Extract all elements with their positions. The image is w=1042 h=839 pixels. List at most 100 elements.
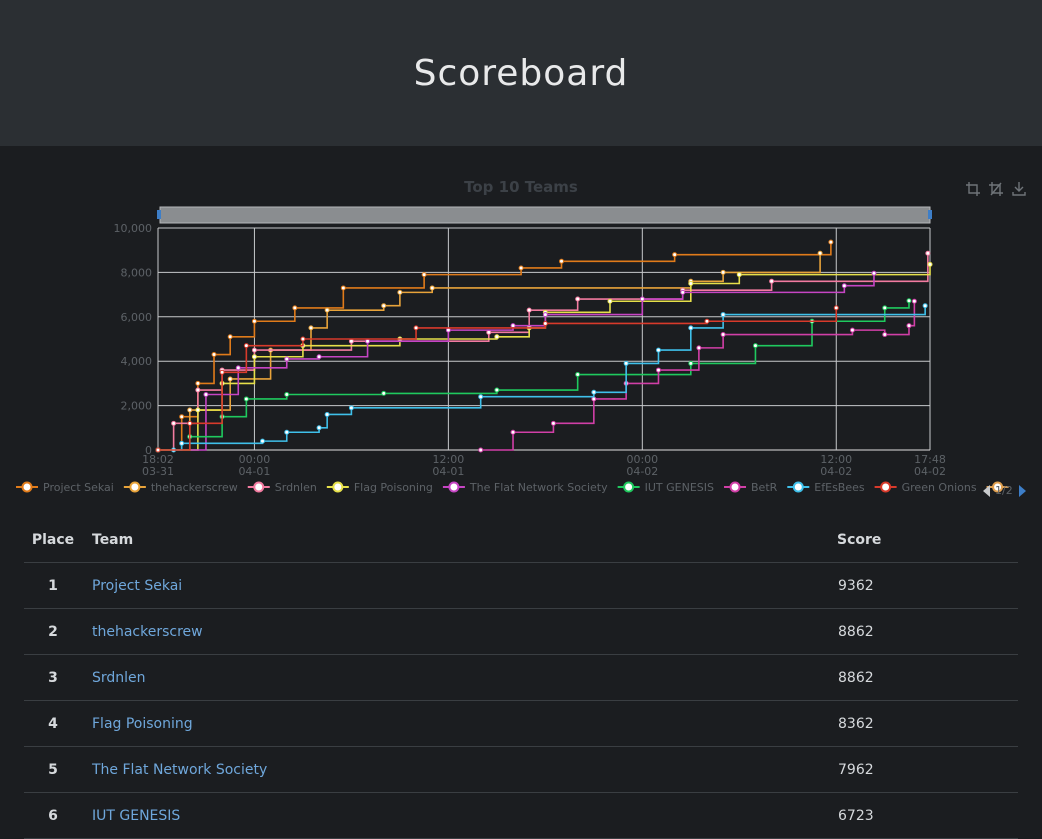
x-tick-label: 17:48 <box>914 453 946 466</box>
data-point <box>849 327 855 333</box>
legend-item[interactable]: Srdnlen <box>247 481 317 494</box>
legend-item[interactable] <box>986 481 1009 493</box>
data-point <box>478 394 484 400</box>
data-point <box>179 414 185 420</box>
data-point <box>340 285 346 291</box>
data-point <box>381 303 387 309</box>
team-link[interactable]: Flag Poisoning <box>92 715 193 732</box>
data-point <box>542 312 548 318</box>
data-point <box>348 405 354 411</box>
data-point <box>494 334 500 340</box>
legend-marker <box>992 481 1004 493</box>
series-line <box>173 305 926 451</box>
zoom-icon[interactable] <box>966 182 980 196</box>
score-cell: 7962 <box>837 746 1018 793</box>
team-cell: Flag Poisoning <box>82 700 837 747</box>
x-tick-label: 18:02 <box>142 453 174 466</box>
team-link[interactable]: The Flat Network Society <box>92 761 268 778</box>
data-point <box>478 447 484 453</box>
x-tick-label: 12:00 <box>433 453 465 466</box>
score-cell: 8862 <box>837 608 1018 655</box>
team-link[interactable]: Srdnlen <box>92 669 146 686</box>
data-point <box>284 356 290 362</box>
data-point <box>203 392 209 397</box>
data-point <box>518 265 524 271</box>
data-point <box>316 354 322 360</box>
data-point <box>243 343 249 349</box>
series-line <box>158 253 929 451</box>
data-point <box>187 407 193 413</box>
legend-label: Srdnlen <box>275 481 317 494</box>
zoom-handle-left[interactable] <box>157 210 161 219</box>
y-tick-label: 8,000 <box>121 266 153 279</box>
chart-container: Top 10 Teams 0 2,000 4,000 6,000 8,000 10,000 1… <box>0 146 1042 506</box>
data-point <box>284 429 290 435</box>
table-row: 2 thehackerscrew 8862 <box>24 608 1018 655</box>
data-point <box>348 338 354 344</box>
place-cell: 2 <box>24 608 82 655</box>
legend-item[interactable]: Green Onions <box>874 481 977 494</box>
data-point <box>688 360 694 366</box>
data-point <box>292 305 298 311</box>
zoom-slider[interactable] <box>159 206 931 224</box>
y-tick-label: 4,000 <box>121 355 153 368</box>
data-point <box>510 323 516 329</box>
download-icon-shape <box>1012 182 1026 196</box>
legend-marker <box>792 481 804 493</box>
legend-item[interactable]: The Flat Network Society <box>442 481 608 494</box>
scoreboard-table: Place Team Score 1 Project Sekai 9362 2 theh… <box>24 532 1018 839</box>
data-point <box>397 289 403 295</box>
team-link[interactable]: IUT GENESIS <box>92 807 181 824</box>
data-point <box>316 425 322 431</box>
data-point <box>720 312 726 318</box>
data-point <box>720 332 726 338</box>
legend-item[interactable]: EfEsBees <box>787 481 865 494</box>
data-point <box>871 270 877 276</box>
data-point <box>882 332 888 338</box>
table-header-row: Place Team Score <box>24 532 1018 563</box>
data-point <box>680 289 686 295</box>
header-place: Place <box>24 532 82 563</box>
team-cell: IUT GENESIS <box>82 792 837 839</box>
legend-item[interactable]: Flag Poisoning <box>326 481 433 494</box>
team-cell: Project Sekai <box>82 562 837 609</box>
legend-prev-icon[interactable] <box>983 485 990 497</box>
legend-marker <box>332 481 344 493</box>
y-tick-label: 6,000 <box>121 311 153 324</box>
data-point <box>906 298 912 304</box>
legend-item[interactable]: thehackerscrew <box>123 481 238 494</box>
legend-item[interactable]: Project Sekai <box>16 481 114 494</box>
x-tick-label: 00:00 <box>239 453 271 466</box>
x-tick-label: 04-02 <box>914 465 946 478</box>
series-line <box>158 253 821 451</box>
legend-page: 1/2 <box>995 484 1013 497</box>
legend-next-icon[interactable] <box>1019 485 1026 497</box>
legend-label: EfEsBees <box>814 481 865 494</box>
data-point <box>672 252 678 258</box>
zoom-icon-shape <box>966 182 980 196</box>
data-point <box>911 298 917 304</box>
team-link[interactable]: thehackerscrew <box>92 623 203 640</box>
data-point <box>251 318 257 324</box>
data-point <box>243 396 249 402</box>
data-point <box>639 296 645 302</box>
legend-marker <box>129 481 141 493</box>
page-title: Scoreboard <box>413 52 629 94</box>
y-tick-label: 0 <box>145 444 152 457</box>
header-team: Team <box>82 532 837 563</box>
zoom-reset-icon[interactable] <box>989 182 1003 196</box>
download-icon[interactable] <box>1012 182 1026 196</box>
data-point <box>260 438 266 444</box>
scoreboard-chart: Top 10 Teams 0 2,000 4,000 6,000 8,000 10,000 1… <box>16 178 1026 497</box>
team-link[interactable]: Project Sekai <box>92 577 183 594</box>
data-point <box>688 281 694 286</box>
data-point <box>550 420 556 426</box>
data-point <box>308 325 314 331</box>
legend-item[interactable]: IUT GENESIS <box>617 481 714 494</box>
data-point <box>591 396 597 402</box>
table-row: 5 The Flat Network Society 7962 <box>24 746 1018 793</box>
data-point <box>559 258 565 264</box>
legend-item[interactable]: BetR <box>724 481 778 494</box>
data-point <box>413 325 419 331</box>
zoom-handle-right[interactable] <box>928 210 932 219</box>
